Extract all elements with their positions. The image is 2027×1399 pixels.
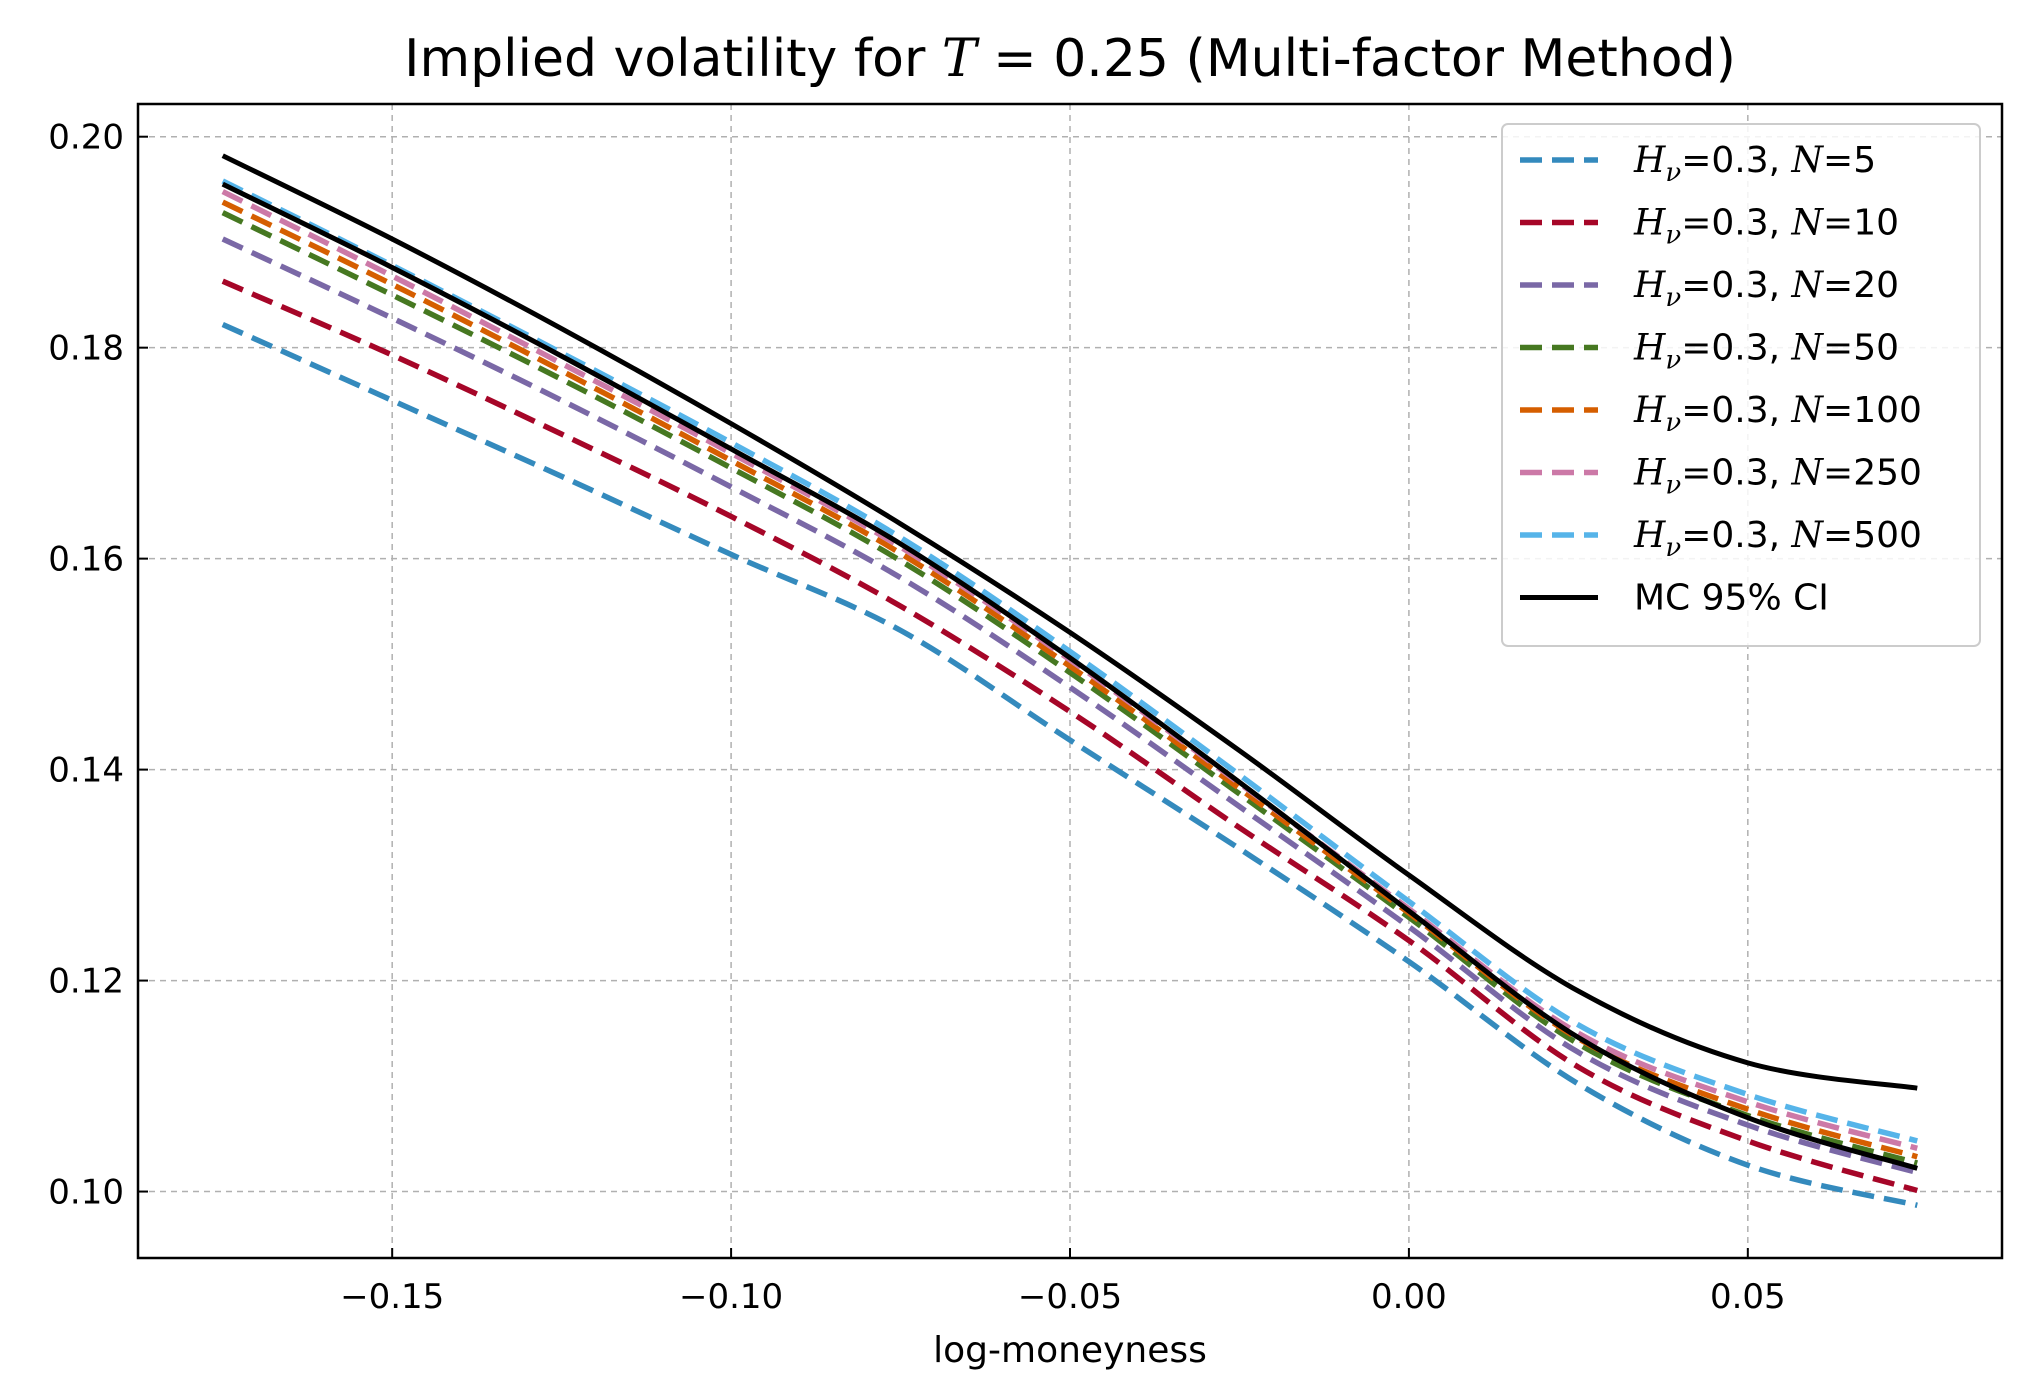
series-line-7 [221,153,1918,1091]
legend-label: Hν=0.3, N=250 [1633,453,1922,501]
chart-title: Implied volatility for T = 0.25 (Multi-f… [404,29,1736,89]
series-line-1 [221,278,1919,1194]
legend-label: Hν=0.3, N=5 [1633,140,1876,188]
legend-label: Hν=0.3, N=500 [1633,515,1922,563]
chart-title-equals: = [977,29,1054,89]
legend-box [1501,123,1981,647]
series-line-8 [221,181,1918,1171]
x-tick-label: −0.05 [1018,1277,1122,1317]
ticks: −0.15 −0.10 −0.05 0.00 0.05 0.10 0.12 0.14 0.16 0… [48,118,1785,1317]
series-line-2 [221,236,1919,1176]
legend: Hν=0.3, N=5 Hν=0.3, N=10 Hν=0.3, N=20 Hν=0.… [1501,123,1981,647]
y-tick-label: 0.20 [48,118,124,158]
chart-title-prefix: Implied volatility for [404,29,942,89]
y-tick-label: 0.18 [48,329,124,369]
x-axis-label: log-moneyness [933,1330,1207,1371]
y-tick-label: 0.14 [48,751,124,791]
series-line-0 [221,321,1918,1208]
legend-label: Hν=0.3, N=10 [1633,203,1899,251]
chart-title-suffix: (Multi-factor Method) [1169,29,1736,89]
legend-label: MC 95% CI [1634,578,1829,619]
chart-title-value: 0.25 [1053,29,1169,89]
y-tick-label: 0.16 [48,540,124,580]
x-tick-label: 0.05 [1710,1277,1786,1317]
y-tick-label: 0.12 [48,962,124,1002]
y-tick-label: 0.10 [48,1173,124,1213]
x-tick-label: 0.00 [1371,1277,1447,1317]
series-layer [221,153,1919,1208]
legend-label: Hν=0.3, N=100 [1633,390,1922,438]
x-tick-label: −0.15 [340,1277,444,1317]
legend-label: Hν=0.3, N=50 [1633,328,1899,376]
series-line-3 [221,210,1919,1166]
chart-title-variable: T [942,29,980,89]
x-tick-label: −0.10 [679,1277,783,1317]
legend-label: Hν=0.3, N=20 [1633,265,1899,313]
